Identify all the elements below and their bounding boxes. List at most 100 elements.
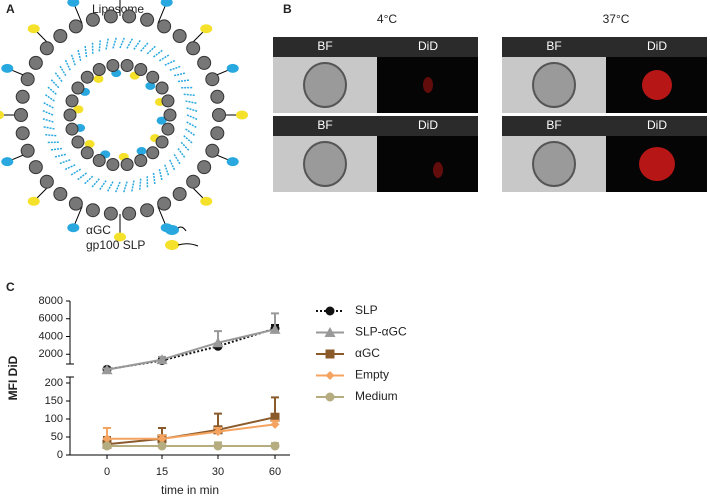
lipid-head (86, 204, 99, 217)
lipid-head (72, 82, 84, 94)
head (236, 111, 248, 120)
lipid-head (81, 147, 93, 159)
cell (533, 63, 575, 107)
lipid-tail (127, 38, 133, 49)
y-tick-label: 4000 (39, 330, 63, 342)
marker (103, 442, 112, 451)
panel-label: B (283, 2, 292, 16)
lipid-tail (71, 54, 75, 65)
lipid-head (135, 154, 147, 166)
lipid-head (104, 10, 117, 23)
alpha-gc-tail (178, 227, 186, 231)
lipid-tail (170, 160, 175, 171)
lipid-tail (178, 80, 190, 81)
series-line (107, 417, 275, 444)
lipid-head (156, 82, 168, 94)
y-tick-label: 2000 (39, 348, 63, 360)
head (227, 157, 239, 166)
y-tick-label: 100 (45, 413, 63, 425)
legend-label: αGC (86, 223, 111, 237)
lipid-tail (159, 55, 169, 61)
lipid-head (86, 13, 99, 26)
lipid-tail (47, 86, 56, 94)
lipid-head (54, 188, 67, 201)
lipid-tail (84, 176, 93, 184)
lipid-head (40, 42, 53, 55)
lipid-tail (159, 169, 162, 181)
lipid-head (66, 95, 78, 107)
lipid-head (81, 71, 93, 83)
lipid-tail (43, 102, 54, 108)
lipid-head (198, 56, 211, 69)
lipid-head (164, 109, 176, 121)
lipid-head (173, 29, 186, 42)
lipid-head (158, 20, 171, 33)
lipid-tail (107, 182, 113, 193)
lipid-tail (141, 42, 149, 51)
slp-icon (165, 240, 179, 250)
y-axis-title: MFI DiD (6, 355, 20, 400)
lipid-tail (50, 149, 62, 150)
series (103, 420, 280, 443)
lipid-tail (186, 101, 198, 103)
liposome (0, 0, 248, 242)
lipid-head (66, 123, 78, 135)
lipid-tail (99, 181, 106, 191)
lipid-head (54, 29, 67, 42)
legend-marker (326, 350, 335, 359)
marker (214, 442, 223, 451)
lipid-head (69, 20, 82, 33)
lipid-head (162, 95, 174, 107)
lipid-head (147, 71, 159, 83)
x-tick-label: 60 (269, 466, 281, 478)
did-image (377, 136, 478, 192)
lipid-head (187, 175, 200, 188)
lipid-head (121, 158, 133, 170)
y-tick-label: 200 (45, 377, 63, 389)
did-signal (423, 77, 433, 93)
head (137, 147, 147, 155)
y-tick-label: 0 (57, 449, 63, 461)
lipid-tail (51, 79, 59, 88)
header-bar (502, 37, 707, 57)
lipid-tail (187, 122, 198, 128)
lipid-tail (45, 94, 55, 101)
header-bar (273, 116, 478, 136)
lipid-head (29, 56, 42, 69)
lipid-tail (64, 165, 75, 170)
lipid-tail (85, 45, 86, 57)
lipid-head (213, 109, 226, 122)
series (102, 313, 281, 374)
lipid-tail (120, 37, 125, 48)
legend-label: Empty (355, 368, 389, 382)
tile-header: DiD (418, 39, 438, 53)
head (227, 64, 239, 73)
head (0, 111, 4, 120)
lipid-head (121, 60, 133, 72)
marker (271, 442, 280, 451)
lipid-tail (91, 179, 99, 188)
lipid-tail (154, 50, 164, 57)
lipid-head (21, 73, 34, 86)
head (67, 223, 79, 232)
tile-header: DiD (647, 39, 667, 53)
header-bar (273, 37, 478, 57)
lipid-tail (65, 59, 70, 70)
lipid-head (156, 136, 168, 148)
lipid-tail (60, 65, 66, 75)
x-tick-label: 30 (212, 466, 224, 478)
y-tick-label: 6000 (39, 313, 63, 325)
head (200, 197, 212, 206)
lipid-head (198, 161, 211, 174)
lipid-tail (54, 154, 66, 157)
lipid-head (141, 13, 154, 26)
legend-marker (326, 393, 335, 402)
axis-break (66, 364, 74, 377)
lipid-head (135, 64, 147, 76)
did-signal (433, 162, 443, 178)
lipid-head (107, 60, 119, 72)
lipid-head (104, 207, 117, 220)
lipid-head (16, 127, 29, 140)
group-title: 4°C (377, 12, 397, 26)
lipid-tail (147, 46, 156, 54)
